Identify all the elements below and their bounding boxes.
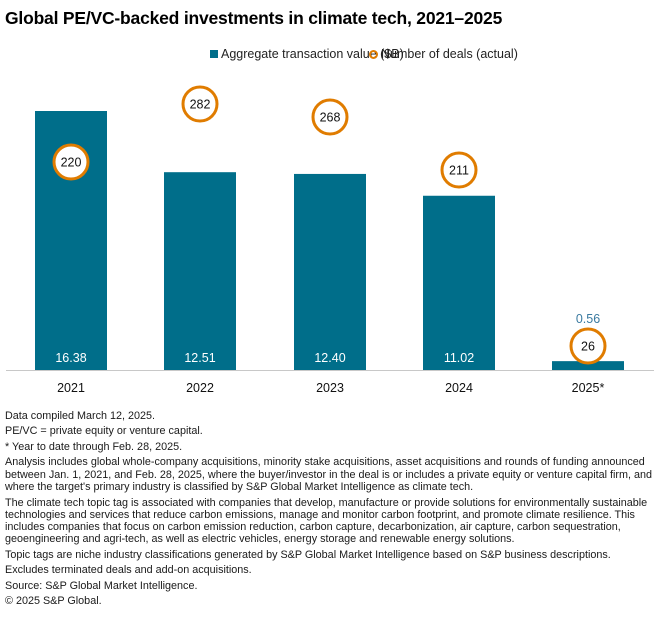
footnote: The climate tech topic tag is associated…: [5, 496, 648, 546]
footnote: PE/VC = private equity or venture capita…: [5, 425, 203, 438]
deal-marker: [311, 98, 349, 136]
footnote: Source: S&P Global Market Intelligence.: [5, 579, 198, 592]
deal-count-label: 282: [190, 98, 211, 112]
legend-square-icon: [210, 50, 218, 58]
chart-title: Global PE/VC-backed investments in clima…: [5, 8, 503, 28]
deal-marker: [181, 85, 219, 123]
deal-count-label: 211: [449, 164, 469, 178]
footnotes: Data compiled March 12, 2025. PE/VC = pri…: [5, 410, 657, 611]
legend-label-deals: Number of deals (actual): [381, 47, 518, 61]
x-tick-label: 2024: [445, 381, 473, 395]
bar-2024: [423, 195, 495, 370]
footnote: Data compiled March 12, 2025.: [5, 410, 156, 422]
x-tick-label: 2025*: [572, 381, 605, 395]
x-tick-label: 2023: [316, 381, 344, 395]
deal-marker: [440, 151, 478, 189]
legend-label-transaction-value: Aggregate transaction value ($B): [221, 47, 404, 61]
bar-value-label: 0.56: [576, 312, 600, 326]
legend-item-deals: Number of deals (actual): [369, 47, 518, 61]
deal-count-label: 220: [61, 156, 82, 170]
legend-ring-icon: [369, 49, 378, 59]
bar-value-label: 11.02: [444, 351, 474, 365]
deal-marker: [52, 143, 90, 181]
bar-value-label: 12.40: [314, 351, 345, 365]
footnote: Analysis includes global whole-company a…: [5, 456, 653, 494]
x-tick-label: 2021: [57, 381, 85, 395]
bar-2023: [294, 173, 366, 370]
bar-2022: [164, 172, 236, 370]
deal-count-label: 268: [320, 111, 341, 125]
footnote: Topic tags are niche industry classifica…: [5, 548, 611, 561]
deal-marker: [569, 327, 607, 365]
footnote: Excludes terminated deals and add-on acq…: [5, 564, 252, 577]
bar-2025: [552, 361, 624, 370]
footnote: © 2025 S&P Global.: [5, 595, 102, 608]
chart-plot: 16.38 12.51 12.40 11.020.56 22028226821126 …: [6, 85, 654, 395]
legend-item-transaction-value: Aggregate transaction value ($B): [210, 47, 404, 61]
bar-value-label: 12.51: [184, 351, 215, 365]
x-tick-label: 2022: [186, 381, 214, 395]
footnote: * Year to date through Feb. 28, 2025.: [5, 440, 183, 453]
bar-value-label: 16.38: [55, 351, 86, 365]
deal-count-label: 26: [581, 340, 595, 354]
